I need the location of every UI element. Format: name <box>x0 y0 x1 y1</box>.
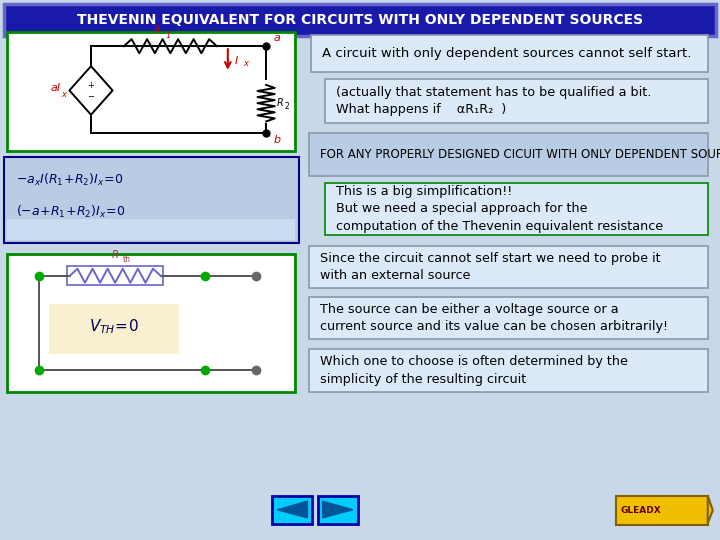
Text: FOR ANY PROPERLY DESIGNED CICUIT WITH ONLY DEPENDENT SOURCES: FOR ANY PROPERLY DESIGNED CICUIT WITH ON… <box>320 148 720 161</box>
FancyBboxPatch shape <box>4 4 716 36</box>
Text: x: x <box>243 59 248 68</box>
Text: R: R <box>112 249 119 260</box>
Text: The source can be either a voltage source or a
current source and its value can : The source can be either a voltage sourc… <box>320 303 667 333</box>
Text: +: + <box>88 80 94 90</box>
FancyBboxPatch shape <box>309 297 708 339</box>
Text: b: b <box>274 134 280 145</box>
FancyBboxPatch shape <box>325 183 708 235</box>
Text: 1: 1 <box>166 31 171 40</box>
Text: x: x <box>61 90 66 99</box>
Text: R: R <box>153 25 160 36</box>
FancyBboxPatch shape <box>7 254 295 392</box>
FancyBboxPatch shape <box>49 304 179 354</box>
FancyBboxPatch shape <box>318 496 358 524</box>
Polygon shape <box>708 496 713 523</box>
Text: a: a <box>274 33 280 44</box>
Polygon shape <box>69 66 112 115</box>
Polygon shape <box>323 501 353 518</box>
FancyBboxPatch shape <box>309 349 708 392</box>
Text: 2: 2 <box>285 102 289 111</box>
Text: −: − <box>88 92 94 102</box>
FancyBboxPatch shape <box>325 79 708 123</box>
FancyBboxPatch shape <box>7 32 295 151</box>
Text: Which one to choose is often determined by the
simplicity of the resulting circu: Which one to choose is often determined … <box>320 355 628 386</box>
FancyBboxPatch shape <box>272 496 312 524</box>
Text: th: th <box>122 255 130 264</box>
FancyBboxPatch shape <box>4 157 299 243</box>
Text: $-a_xI(R_1\!+\!R_2)I_x\!=\!0$: $-a_xI(R_1\!+\!R_2)I_x\!=\!0$ <box>16 172 123 187</box>
FancyBboxPatch shape <box>309 133 708 176</box>
Text: Since the circuit cannot self start we need to probe it
with an external source: Since the circuit cannot self start we n… <box>320 252 660 282</box>
Text: $(-a\!+\!R_1\!+\!R_2)I_x\!=\!0$: $(-a\!+\!R_1\!+\!R_2)I_x\!=\!0$ <box>16 204 125 220</box>
FancyBboxPatch shape <box>616 496 708 525</box>
Text: GLEADX: GLEADX <box>621 506 662 515</box>
Polygon shape <box>277 501 307 518</box>
Text: THEVENIN EQUIVALENT FOR CIRCUITS WITH ONLY DEPENDENT SOURCES: THEVENIN EQUIVALENT FOR CIRCUITS WITH ON… <box>77 13 643 27</box>
Text: (actually that statement has to be qualified a bit.
What happens if    αR₁R₂  ): (actually that statement has to be quali… <box>336 86 652 117</box>
Text: aI: aI <box>50 83 60 93</box>
FancyBboxPatch shape <box>7 219 295 240</box>
Text: This is a big simplification!!
But we need a special approach for the
computatio: This is a big simplification!! But we ne… <box>336 185 663 233</box>
Text: I: I <box>235 56 238 65</box>
Text: R: R <box>277 98 284 108</box>
FancyBboxPatch shape <box>309 246 708 288</box>
Text: A circuit with only dependent sources cannot self start.: A circuit with only dependent sources ca… <box>322 47 691 60</box>
FancyBboxPatch shape <box>311 35 708 72</box>
Text: $V_{TH}\!=\!0$: $V_{TH}\!=\!0$ <box>89 318 139 336</box>
